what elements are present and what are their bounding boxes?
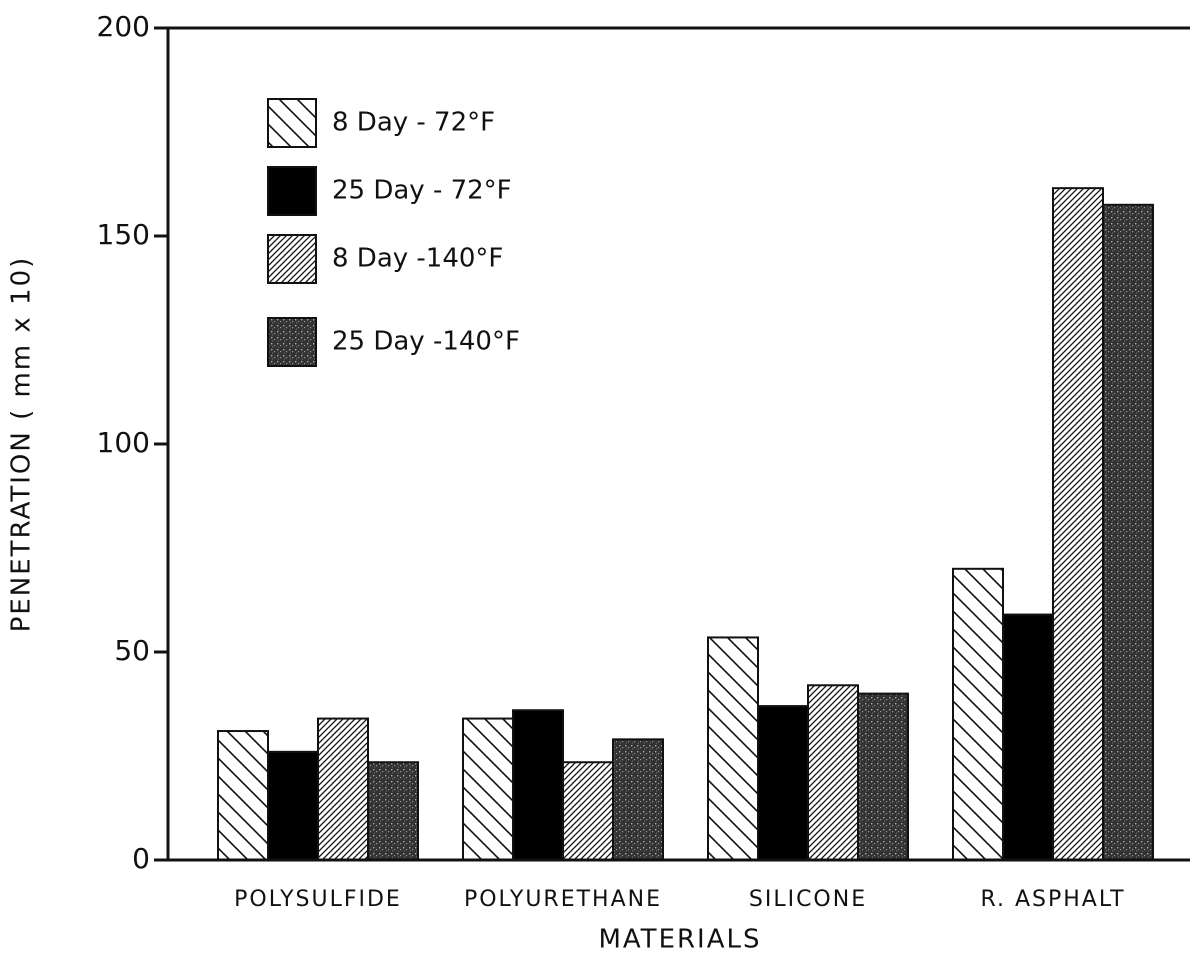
bar	[217, 730, 269, 861]
bar	[462, 717, 514, 861]
bar	[707, 636, 759, 861]
x-axis-title: MATERIALS	[598, 925, 761, 955]
x-tick-label: R. ASPHALT	[980, 887, 1125, 912]
bar	[1002, 613, 1054, 861]
legend-swatch	[267, 234, 317, 284]
bar	[1052, 187, 1104, 862]
bar	[757, 705, 809, 862]
bar	[367, 761, 419, 861]
legend-label: 25 Day - 72°F	[332, 176, 512, 206]
bar	[562, 761, 614, 861]
legend-swatch	[267, 98, 317, 148]
bar	[1102, 203, 1154, 862]
bar	[512, 709, 564, 861]
y-tick-label: 50	[114, 634, 150, 667]
bar	[267, 750, 319, 862]
bar	[612, 738, 664, 861]
x-tick-label: SILICONE	[749, 887, 867, 912]
legend-label: 8 Day - 72°F	[332, 108, 495, 138]
legend-swatch	[267, 166, 317, 216]
bar	[317, 717, 369, 861]
bar	[952, 567, 1004, 861]
legend-label: 25 Day -140°F	[332, 327, 520, 357]
x-tick-label: POLYSULFIDE	[234, 887, 402, 912]
x-tick-label: POLYURETHANE	[464, 887, 662, 912]
y-axis-title: PENETRATION ( mm x 10)	[7, 256, 37, 633]
legend-swatch	[267, 317, 317, 367]
y-tick-label: 100	[97, 426, 150, 459]
y-tick-label: 150	[97, 218, 150, 251]
bar	[857, 692, 909, 861]
y-tick-label: 200	[97, 10, 150, 43]
y-tick-label: 0	[132, 842, 150, 875]
bar	[807, 684, 859, 862]
legend-label: 8 Day -140°F	[332, 244, 503, 274]
